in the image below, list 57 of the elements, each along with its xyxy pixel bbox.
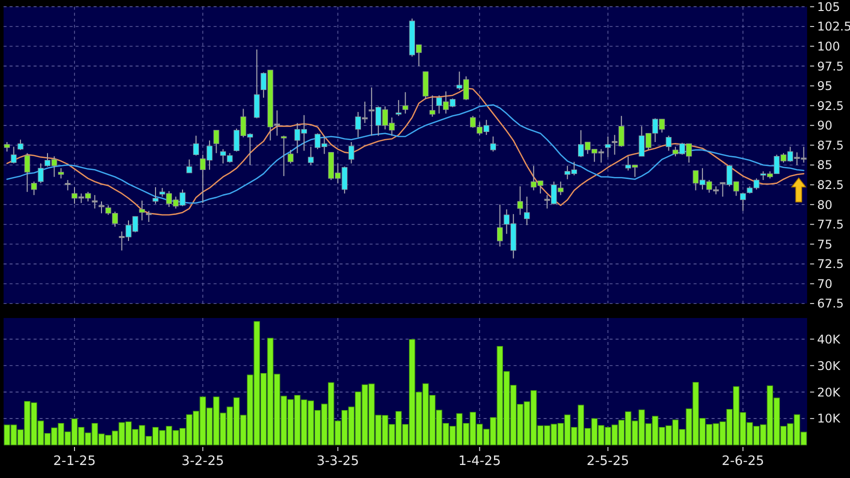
candlestick [348, 142, 354, 164]
candlestick [396, 100, 402, 116]
candlestick [10, 146, 17, 164]
candlestick [64, 180, 71, 191]
candlestick [280, 135, 287, 177]
candlestick [98, 200, 104, 214]
candlestick [146, 210, 152, 222]
y-tick-label: 87.5 [817, 138, 844, 152]
y-tick-label: 72.5 [817, 257, 844, 272]
x-tick-label: 2-5-25 [586, 454, 630, 469]
candlestick [193, 135, 199, 156]
y-tick-label: 70 [817, 276, 832, 291]
candlestick [186, 158, 192, 174]
candlestick [524, 196, 530, 226]
y-tick-label: 77.5 [817, 218, 844, 232]
candlestick [496, 204, 503, 248]
x-tick-label: 2-6-25 [722, 454, 764, 469]
y-tick-label: 75 [817, 237, 832, 252]
candlestick [24, 152, 30, 192]
y-tick-label: 40K [817, 332, 842, 346]
x-tick-label: 1-4-25 [458, 454, 501, 469]
y-tick-label: 20K [817, 385, 842, 400]
candlestick [605, 136, 611, 158]
candlestick [4, 142, 10, 152]
y-tick-label: 92.5 [817, 98, 844, 113]
x-tick-label: 2-1-25 [53, 454, 96, 469]
x-tick-label: 3-2-25 [182, 454, 224, 469]
candlestick [139, 200, 145, 221]
candlestick [517, 186, 524, 216]
y-tick-label: 85 [817, 158, 832, 172]
candlestick [402, 92, 408, 114]
y-tick-label: 95 [817, 79, 832, 94]
y-tick-label: 67.5 [817, 296, 844, 311]
y-tick-label: 105 [817, 0, 840, 14]
y-tick-label: 102.5 [817, 20, 850, 34]
y-tick-label: 97.5 [817, 59, 844, 74]
y-tick-label: 90 [817, 118, 832, 133]
y-tick-label: 80 [817, 198, 832, 212]
y-tick-label: 100 [817, 39, 840, 54]
candlestick [490, 136, 496, 152]
candlestick [38, 162, 44, 184]
y-tick-label: 30K [817, 358, 842, 373]
candlestick [308, 146, 314, 166]
candlestick [31, 181, 37, 196]
candlestick [18, 139, 24, 150]
y-tick-label: 82.5 [817, 178, 844, 192]
candlestick [254, 48, 260, 119]
x-tick-label: 3-3-25 [316, 454, 360, 469]
candlestick [213, 130, 220, 154]
candlestick [666, 135, 672, 152]
candlestick [58, 168, 64, 179]
candlestick [92, 194, 98, 210]
y-tick-label: 10K [817, 412, 842, 426]
candlestick [152, 186, 158, 204]
candlestick [429, 94, 436, 118]
candlestick [740, 192, 746, 212]
candlestick [288, 149, 294, 164]
